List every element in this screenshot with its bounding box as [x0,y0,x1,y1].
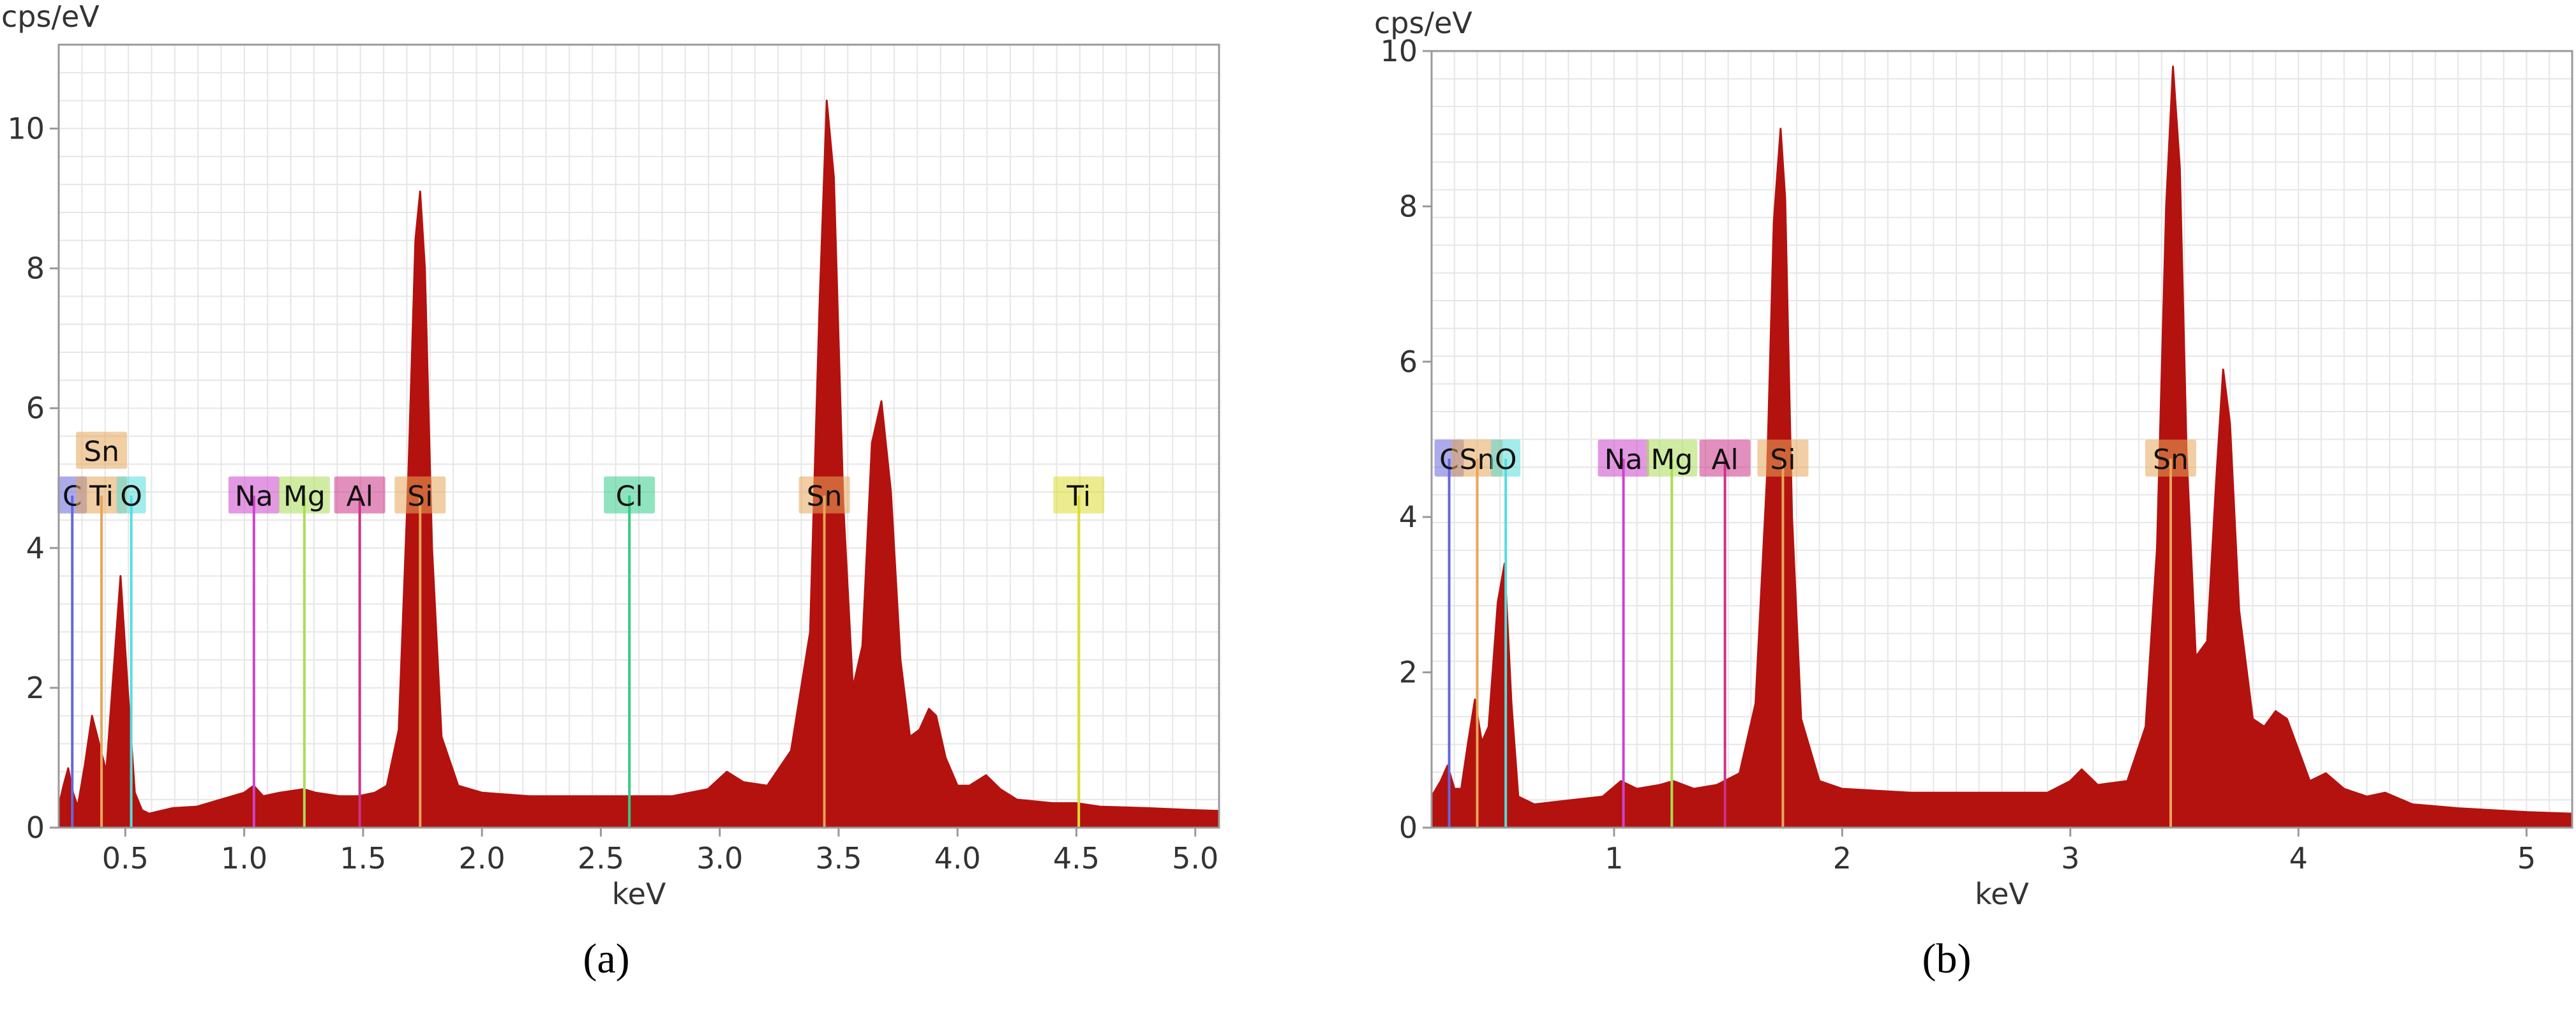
element-label-bg [394,476,446,514]
x-tick-label: 1 [1605,841,1623,876]
element-label: Ti [1066,481,1091,513]
x-tick-label: 4 [2289,841,2307,876]
element-label: Mg [1651,443,1693,476]
element-label-bg [1491,439,1521,477]
x-tick-label: 3.0 [696,841,743,876]
y-tick-label: 8 [26,251,45,286]
element-label-bg [1699,439,1751,477]
x-tick-label: 5 [2517,841,2536,876]
panel-label-b: (b) [1922,935,1972,982]
y-axis: 0 2 4 6 8 10 [1380,34,1432,845]
element-label: Si [1770,443,1795,476]
x-tick-label: 3.5 [815,841,862,876]
x-axis-title: keV [612,877,666,911]
element-label-bg [2145,439,2196,477]
y-tick-label: 6 [26,391,45,426]
plot-frame [1430,50,2573,829]
element-label: Sn [2153,443,2189,476]
element-label-bg [1646,439,1698,477]
y-tick-label: 2 [26,671,45,705]
y-axis: 0 2 4 6 8 10 [7,111,59,845]
panel-label-a: (a) [583,935,630,982]
x-axis-title: keV [1975,877,2029,911]
element-label: Na [235,481,273,513]
x-tick-label: 2.5 [578,841,624,876]
element-label-bg [228,476,280,514]
x-tick-label: 4.0 [934,841,981,876]
element-label-bg [1451,439,1503,477]
element-label: Sn [807,481,842,513]
element-label-bg [1598,439,1649,477]
y-tick-label: 10 [7,111,45,145]
x-axis: 0.5 1.0 1.5 2.0 2.5 3.0 3.5 4.0 4.5 5.0 [102,828,1218,876]
plot-frame [57,43,1220,829]
y-tick-label: 0 [1399,810,1418,845]
y-tick-label: 8 [1399,189,1418,223]
y-tick-label: 4 [1399,500,1418,534]
y-tick-label: 10 [1380,34,1418,68]
element-label-bg [1757,439,1809,477]
y-tick-label: 0 [26,810,45,845]
element-label: O [1495,443,1517,476]
element-label: Mg [283,481,326,513]
element-label: Sn [1460,443,1495,476]
element-label: Al [346,481,373,513]
element-label-bg [334,476,386,514]
x-tick-label: 3 [2061,841,2079,876]
x-tick-label: 5.0 [1172,841,1218,876]
element-label: Si [407,481,433,513]
x-tick-label: 2 [1833,841,1852,876]
x-axis: 1 2 3 4 5 [1605,828,2536,876]
element-label-bg [76,476,128,514]
element-label-bg [1053,476,1105,514]
element-label-bg [604,476,655,514]
element-label: Na [1605,443,1643,476]
x-tick-label: 2.0 [459,841,505,876]
y-tick-label: 6 [1399,345,1418,379]
element-label: Al [1711,443,1738,476]
element-label-bg [798,476,850,514]
element-label-bg [278,476,330,514]
y-axis-title: cps/eV [1374,6,1472,40]
element-label: O [120,481,142,513]
x-tick-label: 4.5 [1053,841,1100,876]
y-tick-label: 4 [26,531,45,565]
x-tick-label: 0.5 [102,841,149,876]
x-tick-label: 1.5 [340,841,386,876]
element-label: Cl [616,481,643,513]
element-label-bg [76,431,128,469]
x-tick-label: 1.0 [221,841,267,876]
element-label-bg [116,476,146,514]
y-tick-label: 2 [1399,655,1418,690]
y-axis-title: cps/eV [1,0,100,34]
element-label: Sn [84,436,119,468]
element-markers: C Sn O Na Mg Al Si Sn [1434,439,2196,828]
